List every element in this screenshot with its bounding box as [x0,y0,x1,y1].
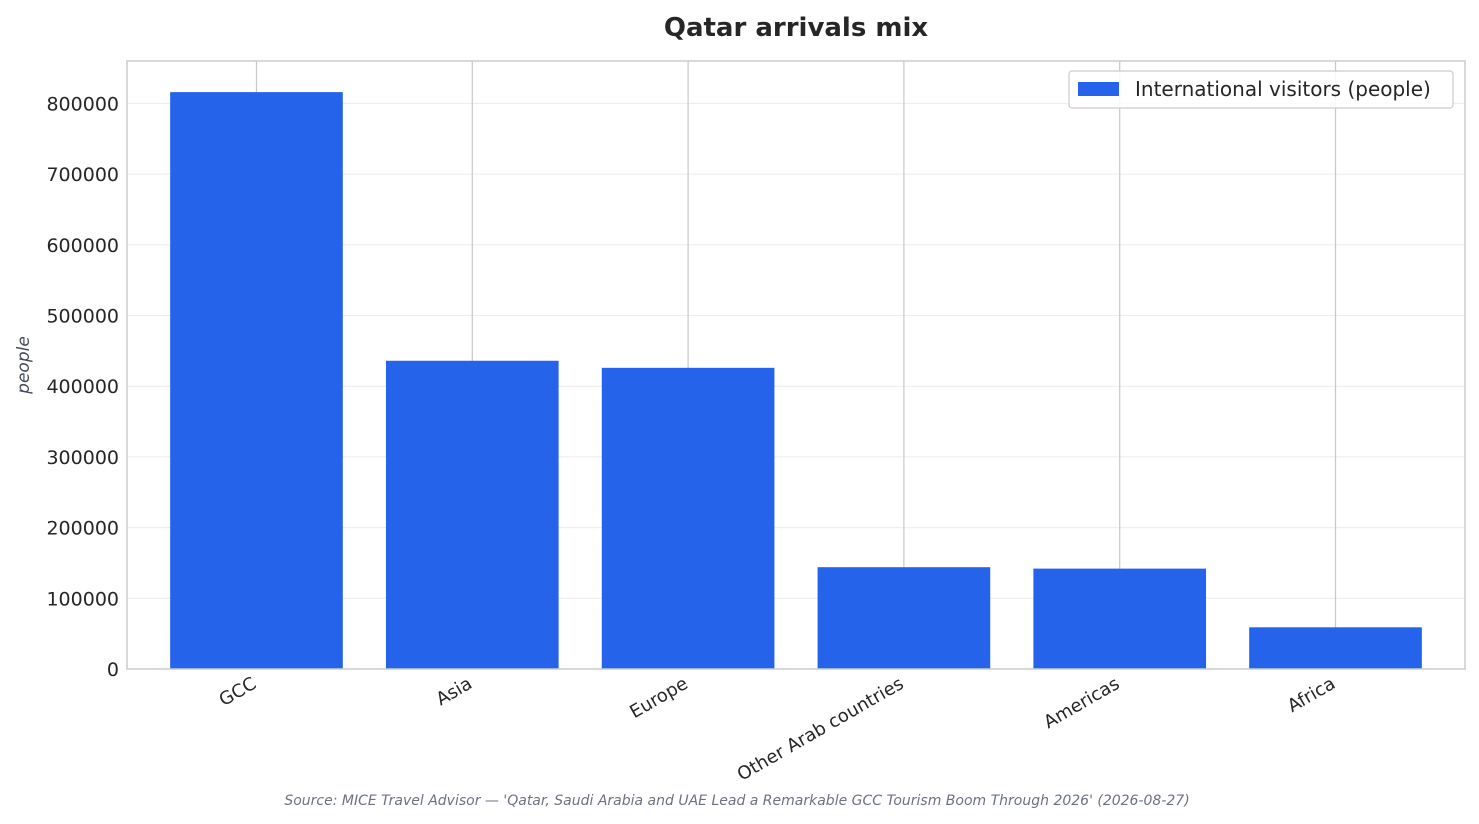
y-tick-label: 500000 [46,306,119,328]
y-tick-label: 200000 [46,518,119,540]
x-tick-label: Americas [1040,673,1123,733]
plot-frame [126,60,1466,670]
x-tick-label: Europe [626,673,691,723]
y-tick-label: 800000 [46,93,119,115]
legend-swatch [1078,82,1119,96]
axes-frame [126,60,1466,670]
plot-area [127,61,1465,669]
y-tick-label: 300000 [46,447,119,469]
bar-asia [385,360,559,669]
x-tick-label: Other Arab countries [734,673,908,785]
y-tick-label: 600000 [46,235,119,257]
x-tick-label: Africa [1284,673,1339,717]
y-tick-label: 0 [107,659,119,681]
bar-africa [1249,627,1422,669]
source-note: Source: MICE Travel Advisor — 'Qatar, Sa… [284,793,1189,809]
legend-box [1068,70,1454,109]
y-axis-label: people [14,336,34,395]
chart-title: Qatar arrivals mix [664,13,929,43]
bar-europe [601,367,775,669]
x-tick-label: Asia [433,673,476,710]
bar-gcc [170,92,343,669]
legend-label: International visitors (people) [1135,77,1431,101]
x-axis-ticks: GCC Asia Europe Other Arab countries America… [216,673,1339,785]
bars [170,92,1422,669]
legend: International visitors (people) [1068,70,1454,109]
x-tick-label: GCC [216,673,260,711]
y-tick-label: 100000 [46,588,119,610]
y-axis-ticks: 0 100000 200000 300000 400000 500000 600000 700… [46,93,119,681]
bar-other-arab-countries [817,567,991,669]
bar-americas [1033,568,1207,669]
y-tick-label: 400000 [46,376,119,398]
y-tick-label: 700000 [46,164,119,186]
plot-background [127,61,1465,669]
